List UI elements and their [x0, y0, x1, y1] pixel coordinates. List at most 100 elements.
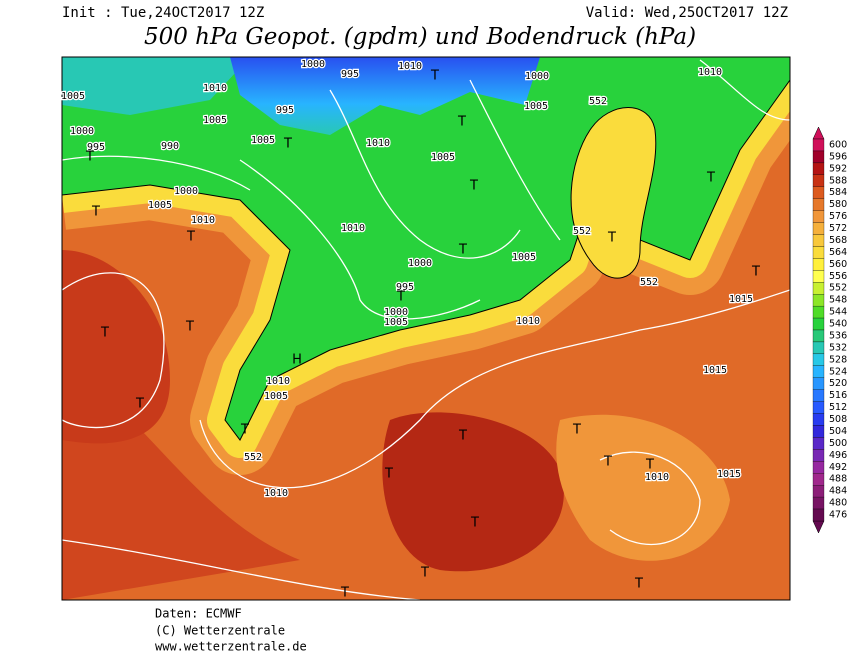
isobar-label: 990: [161, 141, 179, 152]
pressure-center: T: [469, 179, 478, 194]
isobar-label: 1005: [431, 152, 455, 163]
legend-label: 480: [829, 498, 847, 509]
pressure-center: T: [135, 397, 144, 412]
init-time: Init : Tue,24OCT2017 12Z: [62, 5, 264, 21]
map: [62, 57, 790, 600]
legend-label: 596: [829, 151, 847, 162]
legend-label: 548: [829, 295, 847, 306]
legend-label: 496: [829, 450, 847, 461]
isobar-label: 1005: [61, 91, 85, 102]
isobar-label: 1005: [203, 115, 227, 126]
isobar-label: 1010: [266, 376, 290, 387]
pressure-center: T: [420, 566, 429, 581]
isobar-label: 552: [589, 96, 607, 107]
legend-swatch: [812, 365, 825, 378]
pressure-center: T: [396, 290, 405, 305]
legend-swatch: [812, 449, 825, 462]
heat-zone: [62, 250, 170, 444]
isobar-label: 1010: [203, 83, 227, 94]
legend-swatch: [812, 270, 825, 283]
pressure-center: T: [100, 326, 109, 341]
pressure-center: T: [572, 423, 581, 438]
legend-label: 544: [829, 307, 847, 318]
legend-label: 512: [829, 402, 847, 413]
legend-label: 488: [829, 474, 847, 485]
isobar-label: 1000: [525, 71, 549, 82]
legend-swatch: [812, 389, 825, 402]
isobar-label: 1015: [703, 365, 727, 376]
warm-zone: [556, 414, 730, 561]
map-title: 500 hPa Geopot. (gpdm) und Bodendruck (h…: [144, 24, 696, 50]
legend-label: 508: [829, 414, 847, 425]
pressure-center: T: [645, 458, 654, 473]
legend-swatch: [812, 234, 825, 247]
legend-label: 580: [829, 199, 847, 210]
legend-label: 476: [829, 510, 847, 521]
isobar-label: 1010: [398, 61, 422, 72]
pressure-center: T: [603, 455, 612, 470]
data-source: Daten: ECMWF: [155, 607, 242, 621]
legend-label: 592: [829, 163, 847, 174]
legend-label: 584: [829, 187, 847, 198]
legend-label: 500: [829, 438, 847, 449]
pressure-center: T: [185, 320, 194, 335]
isobar-label: 1000: [174, 186, 198, 197]
legend-swatch: [812, 413, 825, 426]
legend-label: 552: [829, 283, 847, 294]
valid-time: Valid: Wed,25OCT2017 12Z: [586, 5, 788, 21]
legend-swatch: [812, 282, 825, 295]
legend-label: 536: [829, 330, 847, 341]
legend-label: 540: [829, 319, 847, 330]
legend-swatch: [812, 317, 825, 331]
isobar-label: 1005: [148, 200, 172, 211]
isobar-label: 1010: [516, 316, 540, 327]
color-legend: 6005965925885845805765725685645605565525…: [812, 126, 847, 534]
legend-swatch: [812, 198, 825, 211]
copyright: (C) Wetterzentrale: [155, 624, 285, 638]
isobar-label: 1015: [717, 469, 741, 480]
legend-swatch: [812, 305, 825, 319]
legend-label: 532: [829, 342, 847, 353]
pressure-center: T: [430, 69, 439, 84]
isobar-label: 1010: [366, 138, 390, 149]
pressure-center: T: [186, 230, 195, 245]
legend-swatch: [812, 353, 825, 366]
legend-label: 516: [829, 390, 847, 401]
legend-swatch: [812, 329, 825, 343]
isobar-label: 552: [640, 277, 658, 288]
legend-swatch: [812, 222, 825, 235]
isobar-label: 1005: [264, 391, 288, 402]
pressure-center: T: [458, 429, 467, 444]
legend-swatch: [812, 150, 825, 164]
legend-arrow: [812, 520, 825, 534]
isobar-label: 1000: [408, 258, 432, 269]
legend-swatch: [812, 377, 825, 390]
pressure-center: T: [458, 243, 467, 258]
pressure-center: H: [292, 353, 302, 368]
legend-label: 492: [829, 462, 847, 473]
isobar-label: 1010: [264, 488, 288, 499]
legend-swatch: [812, 246, 825, 259]
pressure-center: T: [706, 171, 715, 186]
isobar-label: 1010: [341, 223, 365, 234]
isobar-label: 552: [573, 226, 591, 237]
pressure-center: T: [607, 231, 616, 246]
isobar-label: 1010: [645, 472, 669, 483]
legend-swatch: [812, 210, 825, 223]
isobar-label: 1000: [301, 59, 325, 70]
pressure-center: T: [457, 115, 466, 130]
pressure-center: T: [91, 205, 100, 220]
website: www.wetterzentrale.de: [155, 640, 307, 654]
isobar-label: 1000: [384, 307, 408, 318]
cold-core: [230, 57, 540, 135]
legend-label: 524: [829, 366, 847, 377]
legend-swatch: [812, 138, 825, 152]
legend-swatch: [812, 174, 825, 187]
isobar-label: 1015: [729, 294, 753, 305]
isobar-label: 1005: [524, 101, 548, 112]
legend-label: 576: [829, 211, 847, 222]
legend-label: 588: [829, 175, 847, 186]
isobar-label: 1005: [251, 135, 275, 146]
legend-label: 528: [829, 354, 847, 365]
pressure-center: T: [340, 586, 349, 601]
